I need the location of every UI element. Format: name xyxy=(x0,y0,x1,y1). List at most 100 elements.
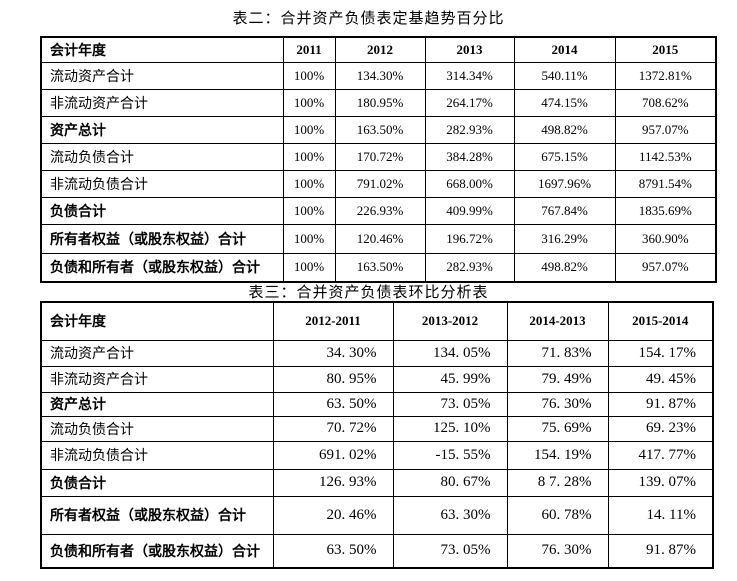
row-label: 非流动资产合计 xyxy=(40,365,274,393)
value-cell: 8 7. 28% xyxy=(506,468,609,497)
value-cell: -15. 55% xyxy=(392,440,508,470)
table-row: 负债合计 126. 93% 80. 67% 8 7. 28% 139. 07% xyxy=(40,468,714,497)
value-cell: 20. 46% xyxy=(272,495,394,535)
value-cell: 691. 02% xyxy=(272,440,394,470)
value-cell: 60. 78% xyxy=(506,495,609,535)
row-label: 流动负债合计 xyxy=(40,415,274,442)
value-cell: 264.17% xyxy=(424,88,515,117)
table2-title: 表二：合并资产负债表定基趋势百分比 xyxy=(232,11,505,27)
column-header-period: 2015 xyxy=(614,36,717,63)
column-header-period: 2012-2011 xyxy=(272,301,394,341)
value-cell: 767.84% xyxy=(513,196,616,225)
value-cell: 791.02% xyxy=(334,169,426,198)
value-cell: 226.93% xyxy=(334,196,426,225)
value-cell: 282.93% xyxy=(424,252,515,283)
column-header-fiscal-year: 会计年度 xyxy=(40,301,274,341)
table-row: 所有者权益（或股东权益）合计 20. 46% 63. 30% 60. 78% 14. 1… xyxy=(40,495,714,535)
row-label: 非流动资产合计 xyxy=(40,88,284,117)
table-row: 所有者权益（或股东权益）合计 100% 120.46% 196.72% 316.29% 3… xyxy=(40,223,717,254)
value-cell: 409.99% xyxy=(424,196,515,225)
value-cell: 126. 93% xyxy=(272,468,394,497)
value-cell: 282.93% xyxy=(424,115,515,144)
row-label: 负债合计 xyxy=(40,468,274,497)
column-header-period: 2014-2013 xyxy=(506,301,609,341)
table3-title: 表三：合并资产负债表环比分析表 xyxy=(248,285,489,301)
column-header-period: 2015-2014 xyxy=(607,301,714,341)
row-label: 所有者权益（或股东权益）合计 xyxy=(40,495,274,535)
value-cell: 70. 72% xyxy=(272,415,394,442)
row-label: 非流动负债合计 xyxy=(40,440,274,470)
value-cell: 80. 67% xyxy=(392,468,508,497)
column-header-period: 2013 xyxy=(424,36,515,63)
value-cell: 34. 30% xyxy=(272,339,394,367)
value-cell: 69. 23% xyxy=(607,415,714,442)
value-cell: 8791.54% xyxy=(614,169,717,198)
table2-body: 流动资产合计 100% 134.30% 314.34% 540.11% 1372.81% 非… xyxy=(40,61,717,283)
value-cell: 80. 95% xyxy=(272,365,394,393)
value-cell: 63. 50% xyxy=(272,533,394,569)
value-cell: 139. 07% xyxy=(607,468,714,497)
value-cell: 163.50% xyxy=(334,115,426,144)
value-cell: 163.50% xyxy=(334,252,426,283)
value-cell: 73. 05% xyxy=(392,533,508,569)
value-cell: 1142.53% xyxy=(614,142,717,171)
row-label: 负债和所有者（或股东权益）合计 xyxy=(40,252,284,283)
value-cell: 63. 30% xyxy=(392,495,508,535)
value-cell: 100% xyxy=(282,196,336,225)
row-label: 资产总计 xyxy=(40,115,284,144)
value-cell: 668.00% xyxy=(424,169,515,198)
value-cell: 154. 17% xyxy=(607,339,714,367)
value-cell: 120.46% xyxy=(334,223,426,254)
value-cell: 76. 30% xyxy=(506,391,609,417)
table-row: 非流动资产合计 80. 95% 45. 99% 79. 49% 49. 45% xyxy=(40,365,714,393)
value-cell: 498.82% xyxy=(513,115,616,144)
value-cell: 63. 50% xyxy=(272,391,394,417)
table-row: 流动资产合计 34. 30% 134. 05% 71. 83% 154. 17% xyxy=(40,339,714,367)
value-cell: 1697.96% xyxy=(513,169,616,198)
table-row: 流动负债合计 70. 72% 125. 10% 75. 69% 69. 23% xyxy=(40,415,714,442)
value-cell: 708.62% xyxy=(614,88,717,117)
row-label: 资产总计 xyxy=(40,391,274,417)
table-row: 负债合计 100% 226.93% 409.99% 767.84% 1835.69% xyxy=(40,196,717,225)
value-cell: 76. 30% xyxy=(506,533,609,569)
table-row: 流动负债合计 100% 170.72% 384.28% 675.15% 1142.53% xyxy=(40,142,717,171)
value-cell: 316.29% xyxy=(513,223,616,254)
value-cell: 957.07% xyxy=(614,115,717,144)
table-row: 非流动负债合计 100% 791.02% 668.00% 1697.96% 8791.54… xyxy=(40,169,717,198)
value-cell: 474.15% xyxy=(513,88,616,117)
table3-period-comparison: 会计年度 2012-2011 2013-2012 2014-2013 2015-2014… xyxy=(40,301,714,569)
row-label: 负债和所有者（或股东权益）合计 xyxy=(40,533,274,569)
value-cell: 14. 11% xyxy=(607,495,714,535)
value-cell: 100% xyxy=(282,252,336,283)
column-header-period: 2011 xyxy=(282,36,336,63)
value-cell: 134. 05% xyxy=(392,339,508,367)
value-cell: 73. 05% xyxy=(392,391,508,417)
header-row: 会计年度 2011 2012 2013 2014 2015 xyxy=(40,36,717,63)
value-cell: 100% xyxy=(282,115,336,144)
value-cell: 196.72% xyxy=(424,223,515,254)
table-row: 资产总计 63. 50% 73. 05% 76. 30% 91. 87% xyxy=(40,391,714,417)
value-cell: 100% xyxy=(282,61,336,90)
table-row: 非流动资产合计 100% 180.95% 264.17% 474.15% 708.62% xyxy=(40,88,717,117)
value-cell: 957.07% xyxy=(614,252,717,283)
column-header-fiscal-year: 会计年度 xyxy=(40,36,284,63)
value-cell: 91. 87% xyxy=(607,533,714,569)
value-cell: 100% xyxy=(282,223,336,254)
row-label: 非流动负债合计 xyxy=(40,169,284,198)
column-header-period: 2013-2012 xyxy=(392,301,508,341)
value-cell: 154. 19% xyxy=(506,440,609,470)
value-cell: 91. 87% xyxy=(607,391,714,417)
table-row: 负债和所有者（或股东权益）合计 63. 50% 73. 05% 76. 30% 91. … xyxy=(40,533,714,569)
header-row: 会计年度 2012-2011 2013-2012 2014-2013 2015-2014 xyxy=(40,301,714,341)
table-row: 非流动负债合计 691. 02% -15. 55% 154. 19% 417. 77% xyxy=(40,440,714,470)
table3-body: 流动资产合计 34. 30% 134. 05% 71. 83% 154. 17% 非流动资… xyxy=(40,339,714,569)
value-cell: 45. 99% xyxy=(392,365,508,393)
value-cell: 75. 69% xyxy=(506,415,609,442)
value-cell: 100% xyxy=(282,142,336,171)
row-label: 流动负债合计 xyxy=(40,142,284,171)
column-header-period: 2014 xyxy=(513,36,616,63)
value-cell: 71. 83% xyxy=(506,339,609,367)
row-label: 流动资产合计 xyxy=(40,339,274,367)
value-cell: 498.82% xyxy=(513,252,616,283)
value-cell: 360.90% xyxy=(614,223,717,254)
